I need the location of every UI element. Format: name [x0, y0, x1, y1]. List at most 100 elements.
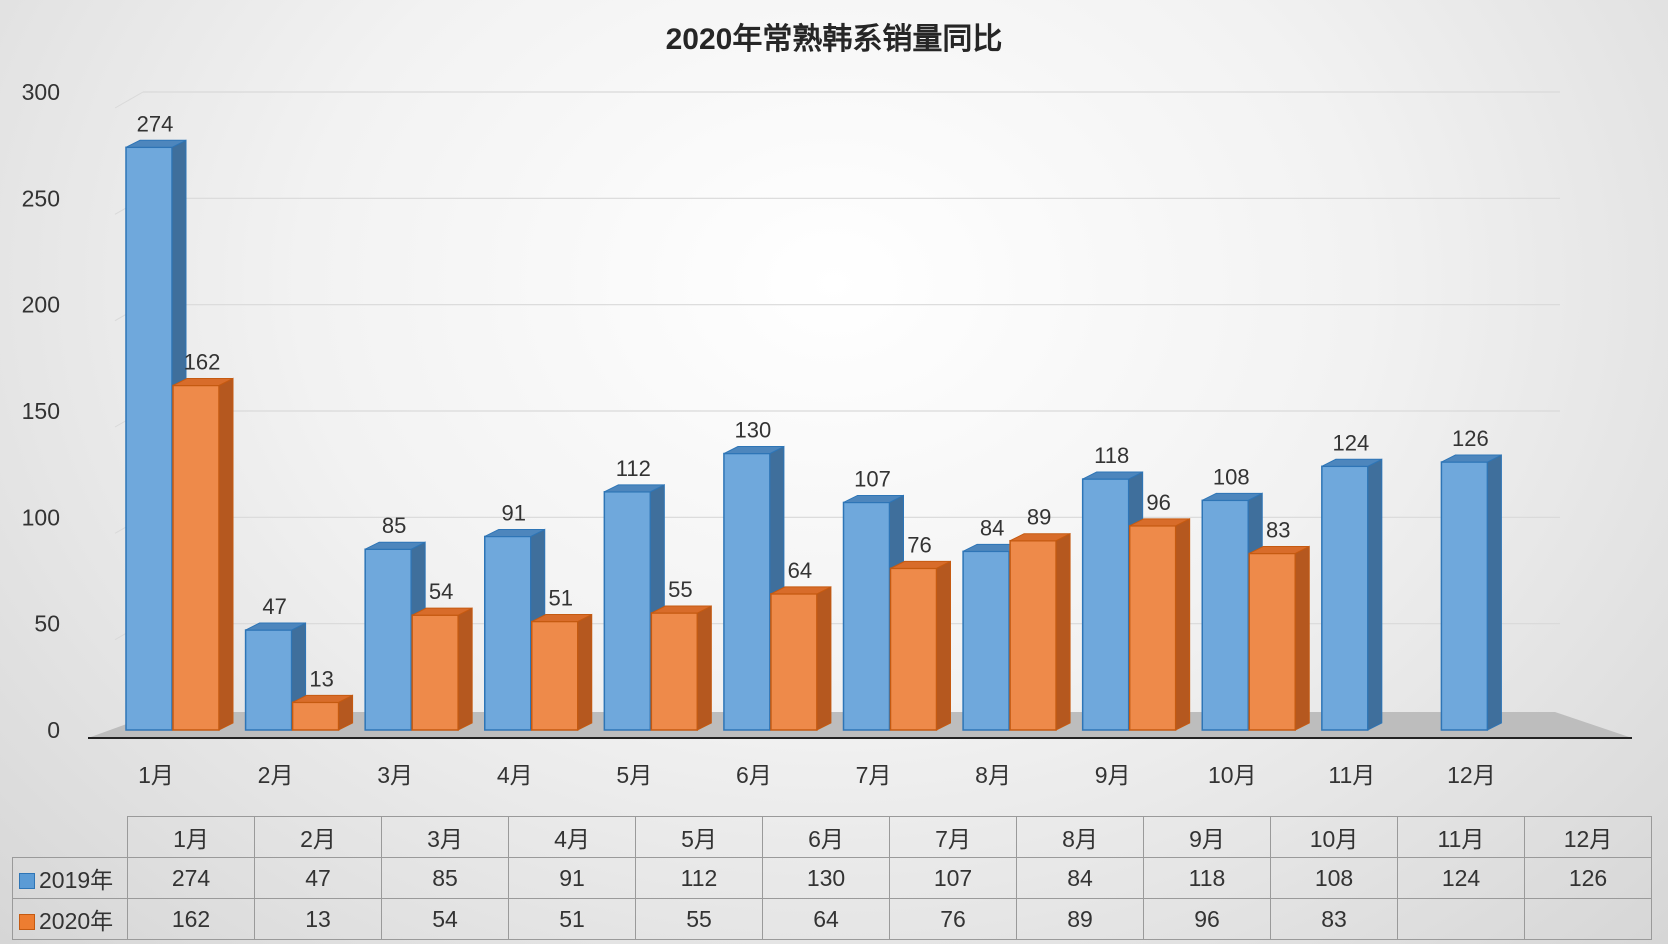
- bar-top: [651, 605, 712, 614]
- bar-side: [1294, 545, 1310, 731]
- bar-top: [1321, 458, 1383, 467]
- table-header-row: 1月 2月 3月 4月 5月 6月 7月 8月 9月 10月 11月 12月: [13, 816, 1652, 858]
- table-cell: 130: [762, 857, 890, 899]
- table-header-cell: 1月: [127, 816, 255, 858]
- bar-front: [650, 612, 699, 731]
- bar-2020年-6月: [770, 586, 832, 731]
- table-header-cell: 11月: [1397, 816, 1525, 858]
- bar-side: [1367, 458, 1383, 731]
- table-header-cell: 3月: [381, 816, 509, 858]
- bar-front: [889, 567, 938, 731]
- bar-2019年-11月: [1321, 458, 1383, 731]
- table-row-2020: 2020年 162 13 54 51 55 64 76 89 96 83: [12, 898, 1652, 940]
- bar-front: [1128, 525, 1177, 731]
- table-cell: [1524, 898, 1652, 940]
- bar-front: [244, 629, 293, 731]
- table-cell: 89: [1016, 898, 1144, 940]
- data-label: 54: [429, 579, 453, 604]
- bar-top: [484, 528, 545, 537]
- table-cell: 118: [1143, 857, 1271, 899]
- table-cell: 47: [254, 857, 382, 899]
- bar-front: [1009, 539, 1057, 731]
- data-label: 108: [1213, 464, 1250, 489]
- table-cell: 84: [1016, 857, 1144, 899]
- bar-top: [172, 377, 234, 386]
- y-tick-label: 50: [34, 611, 60, 637]
- bar-top: [364, 541, 426, 550]
- table-cell: 274: [127, 857, 255, 899]
- x-tick-label: 12月: [1447, 762, 1496, 788]
- bar-side: [1175, 518, 1191, 731]
- table-cell: 55: [635, 898, 763, 940]
- table-header-cell: 6月: [762, 816, 890, 858]
- y-tick-label: 150: [22, 398, 60, 424]
- bar-side: [457, 607, 473, 731]
- data-label: 118: [1094, 443, 1129, 468]
- x-tick-label: 2月: [258, 762, 294, 788]
- bar-2020年-5月: [650, 605, 712, 731]
- bar-top: [890, 560, 951, 569]
- data-label: 130: [735, 418, 772, 443]
- data-label: 274: [137, 111, 174, 136]
- bar-top: [1009, 533, 1071, 542]
- y-tick-label: 250: [22, 185, 60, 211]
- bar-top: [1441, 454, 1502, 463]
- table-cell: 107: [889, 857, 1017, 899]
- table-header-cell: 4月: [508, 816, 636, 858]
- bar-2020年-2月: [291, 694, 354, 731]
- bar-front: [484, 535, 532, 731]
- legend-label-2020: 2020年: [39, 908, 114, 934]
- bar-top: [245, 622, 306, 631]
- bar-side: [696, 605, 712, 731]
- data-label: 96: [1146, 490, 1170, 515]
- bar-top: [604, 484, 665, 493]
- data-label: 162: [184, 349, 221, 374]
- y-tick-label: 0: [47, 717, 60, 743]
- bar-front: [1321, 465, 1369, 731]
- legend-swatch-2019: [19, 873, 35, 889]
- table-cell: 13: [254, 898, 382, 940]
- bar-front: [364, 548, 412, 731]
- bar-front: [1201, 499, 1249, 731]
- bar-side: [936, 560, 951, 731]
- bar-side: [816, 586, 832, 731]
- table-header-cell: 5月: [635, 816, 763, 858]
- bar-side: [218, 377, 234, 731]
- x-tick-label: 1月: [138, 762, 174, 788]
- table-cell: [1397, 898, 1525, 940]
- table-header-cell: 8月: [1016, 816, 1144, 858]
- legend-label-2019: 2019年: [39, 867, 114, 893]
- table-cell: 96: [1143, 898, 1271, 940]
- bar-top: [125, 139, 187, 148]
- bar-top: [292, 694, 353, 703]
- x-tick-label: 9月: [1095, 762, 1131, 788]
- bar-2020年-4月: [531, 613, 593, 731]
- data-label: 126: [1452, 426, 1489, 451]
- bar-side: [1055, 532, 1071, 731]
- bar-front: [1440, 461, 1489, 731]
- bar-top: [1129, 518, 1190, 527]
- bar-top: [1082, 471, 1143, 480]
- data-label: 91: [502, 500, 526, 525]
- bar-front: [125, 146, 173, 731]
- bar-top: [1249, 545, 1310, 554]
- bar-front: [842, 501, 891, 731]
- x-tick-label: 4月: [497, 762, 533, 788]
- table-cell: 126: [1524, 857, 1652, 899]
- table-header-cell: 2月: [254, 816, 382, 858]
- bar-top: [723, 446, 785, 455]
- x-tick-label: 3月: [377, 762, 413, 788]
- table-corner: [13, 817, 128, 858]
- bar-front: [962, 550, 1010, 731]
- data-label: 64: [788, 558, 812, 583]
- table-cell: 91: [508, 857, 636, 899]
- data-label: 76: [907, 532, 931, 557]
- table-cell: 162: [127, 898, 255, 940]
- bar-2019年-12月: [1440, 454, 1502, 731]
- chart-plot: 0 50 100 150 200 250 300 274 162 1月 47 13 2月 85 54 3月 91…: [22, 79, 1632, 788]
- legend-2019: 2019年: [12, 857, 128, 899]
- table-cell: 83: [1270, 898, 1398, 940]
- x-tick-label: 10月: [1208, 762, 1257, 788]
- data-label: 112: [616, 456, 651, 481]
- data-label: 13: [309, 666, 333, 691]
